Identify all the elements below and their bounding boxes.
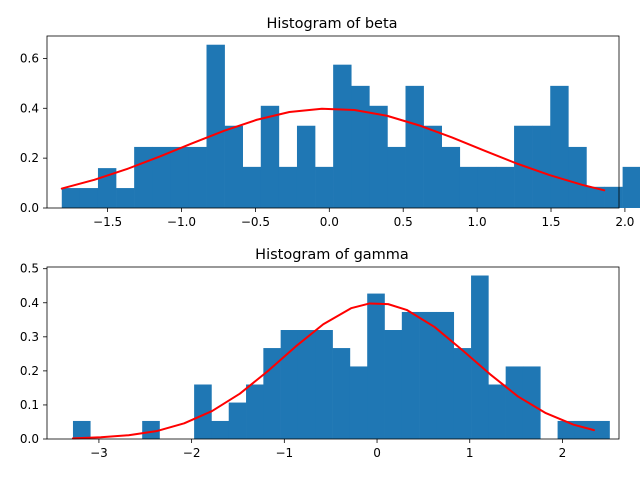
beta-y-tick-label: 0.4 xyxy=(20,101,39,115)
beta-bar xyxy=(170,146,189,208)
beta-bars xyxy=(61,44,640,208)
beta-bar xyxy=(405,85,424,208)
beta-axes-frame xyxy=(46,35,620,209)
beta-histogram-plot: Histogram of beta −1.5 −1.0 −0.5 0.0 0.5 1.0 1… xyxy=(20,16,640,229)
gamma-x-tick-label: 0 xyxy=(373,446,381,460)
gamma-bar xyxy=(471,275,489,439)
gamma-y-tick-label: 0.2 xyxy=(20,364,39,378)
gamma-bar xyxy=(401,311,420,439)
beta-bar xyxy=(550,85,569,208)
gamma-bar xyxy=(505,366,524,439)
gamma-y-tick-label: 0.5 xyxy=(20,262,39,276)
gamma-bar xyxy=(367,293,385,439)
beta-bar xyxy=(459,166,479,208)
beta-bar xyxy=(79,188,99,208)
gamma-bar xyxy=(315,330,333,439)
gamma-bar xyxy=(522,366,541,439)
beta-bar xyxy=(242,166,262,208)
gamma-bar xyxy=(384,330,403,439)
gamma-y-tick-label: 0.0 xyxy=(20,432,39,446)
beta-bar xyxy=(568,146,587,208)
gamma-bar xyxy=(488,384,506,439)
gamma-density-curve xyxy=(71,302,595,440)
gamma-x-tick-label: −2 xyxy=(183,446,201,460)
gamma-bar xyxy=(436,311,455,439)
beta-bar xyxy=(622,166,640,208)
beta-bar xyxy=(315,166,334,208)
gamma-bar xyxy=(142,420,160,439)
beta-bar xyxy=(224,125,243,208)
gamma-bar xyxy=(297,330,316,439)
beta-bar xyxy=(260,105,280,208)
beta-bar xyxy=(61,188,81,208)
beta-x-tick-label: 1.0 xyxy=(468,215,487,229)
gamma-bar xyxy=(228,402,247,439)
beta-bar xyxy=(495,166,515,208)
gamma-bar xyxy=(453,348,472,439)
beta-bar xyxy=(333,64,352,208)
beta-bar xyxy=(116,188,135,208)
beta-bar xyxy=(278,166,298,208)
gamma-axes-frame xyxy=(46,266,620,440)
beta-bar xyxy=(423,125,442,208)
beta-bar xyxy=(351,85,370,208)
beta-x-tick-label: 0.5 xyxy=(394,215,413,229)
gamma-y-tick-label: 0.1 xyxy=(20,398,39,412)
gamma-x-tick-label: 2 xyxy=(559,446,567,460)
beta-bar xyxy=(387,146,406,208)
beta-x-tick-label: −1.0 xyxy=(167,215,196,229)
gamma-x-tick-label: −1 xyxy=(275,446,293,460)
beta-chart-title: Histogram of beta xyxy=(266,16,397,32)
beta-y-tick-label: 0.2 xyxy=(20,151,39,165)
gamma-bar xyxy=(246,384,264,439)
gamma-bars xyxy=(72,275,610,439)
gamma-x-tick-label: 1 xyxy=(466,446,474,460)
beta-x-tick-label: 2.0 xyxy=(615,215,634,229)
beta-bar xyxy=(532,125,551,208)
gamma-bar xyxy=(592,420,610,439)
beta-x-tick-label: −0.5 xyxy=(241,215,270,229)
beta-bar xyxy=(134,146,153,208)
beta-bar xyxy=(441,146,461,208)
gamma-y-tick-label: 0.4 xyxy=(20,296,39,310)
beta-density-curve xyxy=(60,107,606,192)
beta-bar xyxy=(188,146,207,208)
beta-bar xyxy=(586,186,605,208)
beta-x-tick-label: −1.5 xyxy=(93,215,122,229)
beta-y-tick-label: 0.6 xyxy=(20,51,39,65)
gamma-bar xyxy=(211,420,230,439)
beta-x-tick-label: 1.5 xyxy=(541,215,560,229)
beta-bar xyxy=(206,44,225,208)
beta-y-tick-label: 0.0 xyxy=(20,201,39,215)
gamma-bar xyxy=(72,420,91,439)
gamma-bar xyxy=(349,366,368,439)
gamma-bar xyxy=(557,420,576,439)
beta-bar xyxy=(477,166,497,208)
beta-bar xyxy=(604,186,623,208)
gamma-bar xyxy=(419,311,437,439)
gamma-x-tick-label: −3 xyxy=(90,446,108,460)
gamma-histogram-plot: Histogram of gamma −3 −2 −1 0 1 2 0.0 0.1 0.2 0.3… xyxy=(20,247,620,460)
beta-bar xyxy=(152,146,171,208)
beta-bar xyxy=(369,105,388,208)
beta-x-tick-label: 0.0 xyxy=(320,215,339,229)
gamma-bar xyxy=(194,384,212,439)
beta-bar xyxy=(296,125,316,208)
gamma-bar xyxy=(280,330,299,439)
gamma-bar xyxy=(332,348,351,439)
gamma-y-tick-label: 0.3 xyxy=(20,330,39,344)
gamma-chart-title: Histogram of gamma xyxy=(255,247,409,263)
